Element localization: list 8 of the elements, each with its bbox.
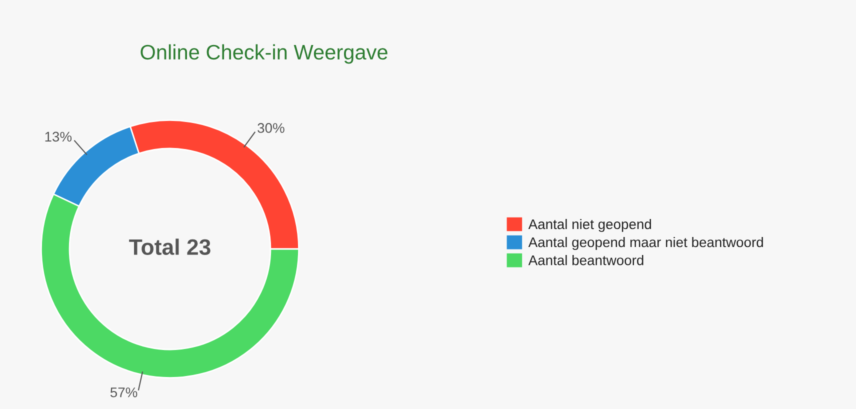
text: Total 23 [129,238,210,255]
legend-label: Aantal niet geopend [528,218,651,232]
data-label: 30% [258,123,284,133]
legend-label: Aantal geopend maar niet beantwoord [528,236,763,250]
chart-title: Online Check-in Weergave [140,44,388,64]
legend-label: Aantal beantwoord [528,255,644,266]
data-label: 13% [45,132,72,142]
data-label: 57% [110,388,138,398]
